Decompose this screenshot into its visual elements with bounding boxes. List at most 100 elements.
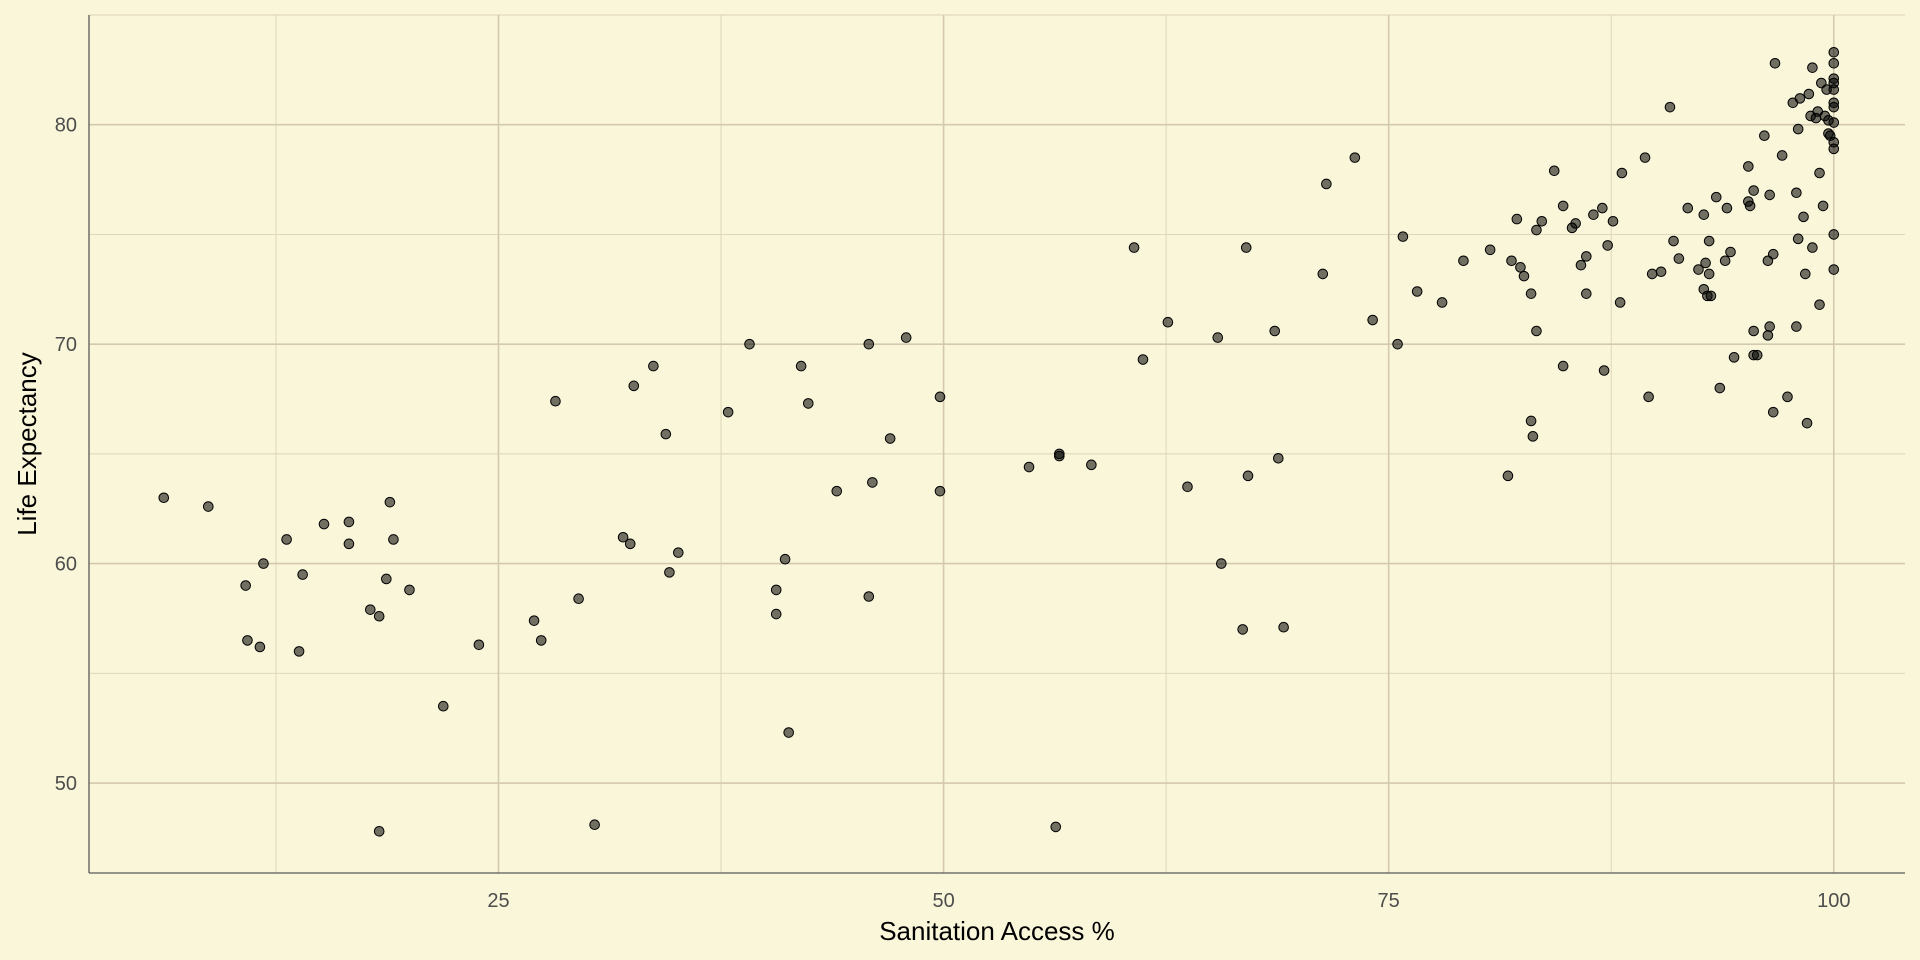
data-point <box>1643 391 1654 403</box>
data-point <box>1616 167 1628 179</box>
data-point <box>1791 187 1802 199</box>
data-point <box>1242 470 1254 482</box>
y-tick-label: 80 <box>55 115 77 137</box>
data-point <box>900 332 912 343</box>
data-point <box>1086 459 1097 471</box>
data-point <box>1655 266 1667 278</box>
axes <box>88 15 1905 874</box>
data-point <box>1050 821 1062 833</box>
data-point <box>1273 452 1284 464</box>
data-point <box>1237 624 1248 635</box>
data-point <box>1828 101 1840 113</box>
data-point <box>744 338 755 350</box>
data-point <box>1814 167 1825 179</box>
data-point <box>1803 88 1815 100</box>
data-point <box>1506 255 1517 267</box>
data-point <box>528 615 540 626</box>
data-point <box>1321 178 1332 190</box>
data-point <box>1700 257 1711 269</box>
data-point <box>1828 143 1840 155</box>
y-tick-label: 50 <box>55 773 77 795</box>
y-tick-label: 60 <box>55 554 77 576</box>
data-point <box>1792 233 1804 245</box>
data-point <box>1525 415 1537 427</box>
data-point <box>573 593 584 605</box>
data-point <box>1269 325 1281 337</box>
data-point <box>1598 365 1610 376</box>
data-point <box>1212 332 1224 343</box>
data-point <box>628 380 640 392</box>
data-point <box>1515 262 1526 273</box>
data-point <box>783 727 794 738</box>
data-point <box>1128 242 1140 253</box>
data-point <box>1054 450 1065 462</box>
data-point <box>254 641 266 653</box>
data-point <box>473 639 485 651</box>
data-point <box>1581 251 1592 262</box>
data-point <box>1791 321 1802 332</box>
data-point <box>1719 255 1731 267</box>
data-point <box>648 360 659 372</box>
data-point <box>242 635 253 646</box>
data-point <box>1548 165 1560 177</box>
data-point <box>1698 209 1710 220</box>
data-point <box>258 558 269 569</box>
data-point <box>1725 246 1736 258</box>
data-point <box>1828 264 1840 275</box>
data-point <box>770 608 782 620</box>
data-point <box>381 573 392 585</box>
data-point <box>1397 231 1409 242</box>
data-point <box>318 518 330 530</box>
data-point <box>1023 461 1035 473</box>
y-tick-label: 70 <box>55 334 77 356</box>
data-point <box>1767 248 1779 260</box>
data-point <box>617 531 629 543</box>
data-point <box>373 610 385 622</box>
data-point <box>343 538 355 550</box>
data-point <box>158 492 170 504</box>
data-point <box>202 501 214 512</box>
data-point <box>884 433 896 444</box>
data-point <box>1602 240 1613 251</box>
data-point <box>1182 481 1193 493</box>
y-axis-title: Life Expectancy <box>12 352 42 536</box>
data-point <box>550 395 561 407</box>
data-point <box>1484 244 1496 256</box>
data-point <box>384 496 396 508</box>
data-point <box>1682 202 1694 214</box>
data-point <box>1411 286 1423 297</box>
data-point <box>1751 349 1763 361</box>
grid <box>89 14 1905 873</box>
data-point <box>1436 297 1448 308</box>
data-point <box>1710 191 1722 203</box>
data-point <box>535 635 547 646</box>
data-point <box>1801 417 1813 429</box>
data-point <box>1693 264 1704 275</box>
data-point <box>1557 360 1569 372</box>
data-point <box>863 591 875 602</box>
data-point <box>365 604 376 615</box>
data-point <box>1769 57 1781 69</box>
data-point <box>1703 235 1715 247</box>
data-point <box>779 553 791 565</box>
data-point <box>1792 123 1804 135</box>
data-point <box>1728 352 1740 363</box>
data-point <box>1607 215 1619 227</box>
data-point <box>1137 354 1149 365</box>
data-point <box>1458 255 1469 267</box>
data-point <box>1531 325 1542 337</box>
data-point <box>1828 57 1840 69</box>
data-point <box>1799 268 1811 280</box>
data-point <box>1767 406 1779 418</box>
data-point <box>1581 288 1592 299</box>
data-point <box>934 485 946 497</box>
data-point <box>1575 259 1587 271</box>
data-point <box>1764 189 1775 201</box>
data-point <box>770 584 782 596</box>
data-point <box>624 538 636 550</box>
x-tick-label: 75 <box>1378 890 1400 912</box>
data-point <box>1828 117 1840 128</box>
x-axis-title: Sanitation Access % <box>879 916 1115 946</box>
data-point <box>1764 321 1775 332</box>
